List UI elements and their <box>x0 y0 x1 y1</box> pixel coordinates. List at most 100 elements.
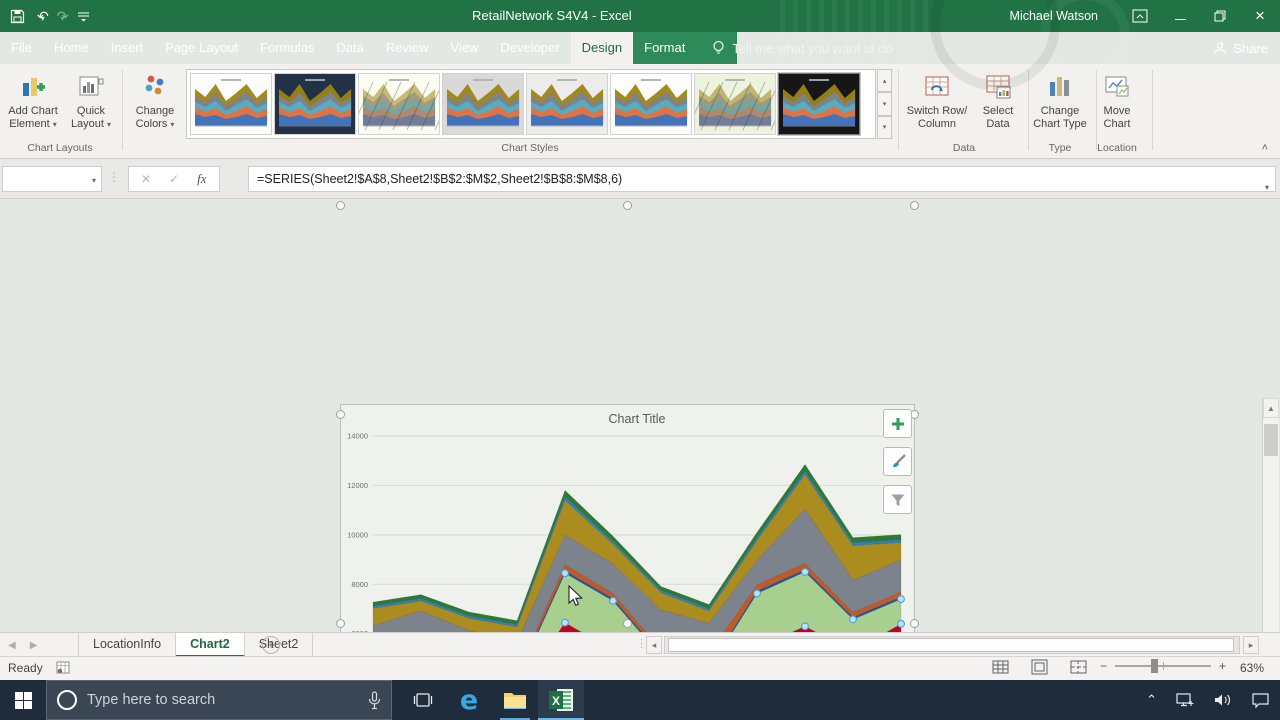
selected-point-handle[interactable] <box>897 595 905 604</box>
sheet-nav-right-icon[interactable]: ▶ <box>29 639 38 651</box>
ribbon-tab-formulas[interactable]: Formulas <box>260 40 315 55</box>
volume-icon[interactable] <box>1213 692 1233 708</box>
name-box[interactable]: ▾ <box>2 166 102 192</box>
sheet-tab-chart2[interactable]: Chart2 <box>176 633 245 657</box>
vertical-scroll-thumb[interactable] <box>1264 424 1278 456</box>
view-page-layout-button[interactable] <box>1031 659 1048 678</box>
save-icon[interactable] <box>10 9 25 24</box>
chart-style-thumbnail-5[interactable] <box>526 73 608 135</box>
chart-style-thumbnail-4[interactable] <box>442 73 524 135</box>
microphone-icon[interactable] <box>368 690 381 710</box>
file-explorer-button[interactable] <box>492 680 538 720</box>
chart-resize-handle[interactable] <box>909 618 919 628</box>
chart-resize-handle[interactable] <box>622 200 632 210</box>
zoom-out-button[interactable]: − <box>1100 659 1108 673</box>
selected-point-handle[interactable] <box>801 567 809 576</box>
name-box-dropdown-icon[interactable]: ▾ <box>91 176 96 185</box>
selected-point-handle[interactable] <box>801 622 809 631</box>
ribbon-tab-data[interactable]: Data <box>336 40 364 55</box>
start-button[interactable] <box>0 680 46 720</box>
chart-style-thumbnail-2[interactable] <box>274 73 356 135</box>
insert-function-button[interactable]: fx <box>197 171 207 186</box>
zoom-slider[interactable] <box>1115 659 1212 673</box>
zoom-percentage[interactable]: 63% <box>1240 661 1265 675</box>
ribbon-tab-design[interactable]: Design <box>570 32 634 64</box>
hscroll-right-button[interactable]: ▸ <box>1243 636 1259 654</box>
macro-record-icon[interactable] <box>56 661 71 678</box>
gallery-more-button[interactable]: ▾ <box>877 115 892 139</box>
ribbon-tab-review[interactable]: Review <box>385 40 429 55</box>
ribbon-tab-format[interactable]: Format <box>644 40 686 55</box>
sheet-tab-locationinfo[interactable]: LocationInfo <box>78 633 177 657</box>
chart-filters-button[interactable] <box>883 485 912 514</box>
zoom-slider-thumb[interactable] <box>1151 659 1159 673</box>
chart-style-thumbnail-3[interactable] <box>350 73 458 135</box>
zoom-in-button[interactable]: + <box>1219 659 1227 673</box>
close-button[interactable]: × <box>1255 6 1265 25</box>
formula-input[interactable]: =SERIES(Sheet2!$A$8,Sheet2!$B$2:$M$2,She… <box>248 166 1276 192</box>
ribbon-tab-developer[interactable]: Developer <box>500 40 560 55</box>
chart-styles-button[interactable] <box>883 447 912 476</box>
undo-button[interactable]: ↶▾ <box>37 7 49 24</box>
chart-resize-handle[interactable] <box>335 618 345 628</box>
chart-style-thumbnail-7[interactable] <box>686 73 794 135</box>
chart-sheet-canvas[interactable]: 02000400060008000100001200014000JanFebMa… <box>0 199 1280 720</box>
redo-button[interactable]: ↷▾ <box>56 7 69 24</box>
quick-layout-button[interactable]: Quick Layout ▾ <box>62 68 120 142</box>
selected-point-handle[interactable] <box>561 569 569 578</box>
restore-button[interactable] <box>1200 0 1240 32</box>
action-center-icon[interactable] <box>1251 692 1270 708</box>
move-chart-button[interactable]: Move Chart <box>1090 68 1144 142</box>
series-area-sticker-3[interactable] <box>372 463 902 625</box>
chart-resize-handle[interactable] <box>335 200 345 210</box>
network-icon[interactable] <box>1175 692 1195 708</box>
gallery-down-button[interactable]: ▾ <box>877 92 892 116</box>
cancel-entry-button[interactable]: ✕ <box>141 172 152 186</box>
minimize-button[interactable] <box>1160 0 1200 32</box>
chart-resize-handle[interactable] <box>622 618 632 628</box>
collapse-ribbon-button[interactable]: ˄ <box>1261 142 1268 154</box>
excel-taskbar-button[interactable]: X <box>538 680 584 720</box>
view-normal-button[interactable] <box>992 659 1009 678</box>
horizontal-scroll-thumb[interactable] <box>668 638 1234 652</box>
tray-expand-icon[interactable]: ⌃ <box>1146 692 1157 707</box>
customize-qat-icon[interactable] <box>77 11 90 22</box>
ribbon-tab-home[interactable]: Home <box>53 40 89 55</box>
account-user-name[interactable]: Michael Watson <box>1009 9 1098 23</box>
expand-formula-bar-icon[interactable]: ▾ <box>1264 183 1269 192</box>
switch-row-column-button[interactable]: Switch Row/Column <box>904 68 970 142</box>
ribbon-tab-insert[interactable]: Insert <box>110 40 144 55</box>
tell-me-box[interactable]: Tell me what you want to do <box>712 32 893 64</box>
selected-point-handle[interactable] <box>561 618 569 627</box>
ribbon-tab-page-layout[interactable]: Page Layout <box>165 40 239 55</box>
task-view-button[interactable] <box>400 680 446 720</box>
change-colors-button[interactable]: Change Colors ▾ <box>126 68 184 142</box>
chart-resize-handle[interactable] <box>335 409 345 419</box>
horizontal-scrollbar[interactable] <box>664 636 1240 654</box>
edge-browser-button[interactable]: e <box>446 680 492 720</box>
selected-point-handle[interactable] <box>849 615 857 624</box>
ribbon-tab-file[interactable]: File <box>11 40 32 55</box>
change-chart-type-button[interactable]: Change Chart Type <box>1022 68 1098 142</box>
hscroll-left-button[interactable]: ◂ <box>646 636 662 654</box>
selected-point-handle[interactable] <box>897 619 905 628</box>
scroll-up-button[interactable]: ▲ <box>1263 398 1279 418</box>
selected-point-handle[interactable] <box>753 589 761 598</box>
share-button[interactable]: Share <box>1213 32 1268 64</box>
chart-style-thumbnail-8[interactable] <box>777 72 861 136</box>
chart-style-thumbnail-6[interactable] <box>610 73 692 135</box>
gallery-up-button[interactable]: ▴ <box>877 69 892 93</box>
chart-elements-button[interactable] <box>883 409 912 438</box>
ribbon-tab-view[interactable]: View <box>450 40 479 55</box>
chart-title[interactable]: Chart Title <box>609 412 666 426</box>
sheet-nav-left-icon[interactable]: ◀ <box>8 639 16 651</box>
chart-resize-handle[interactable] <box>909 200 919 210</box>
confirm-entry-button[interactable]: ✓ <box>169 172 180 186</box>
tabbar-divider[interactable]: ⋮ <box>636 638 647 650</box>
view-page-break-button[interactable] <box>1070 659 1087 678</box>
selected-point-handle[interactable] <box>609 596 617 605</box>
new-sheet-button[interactable]: + <box>262 636 280 654</box>
ribbon-display-options-button[interactable] <box>1120 0 1160 32</box>
chart-style-thumbnail-1[interactable] <box>190 73 272 135</box>
taskbar-search-box[interactable]: Type here to search <box>46 680 392 720</box>
